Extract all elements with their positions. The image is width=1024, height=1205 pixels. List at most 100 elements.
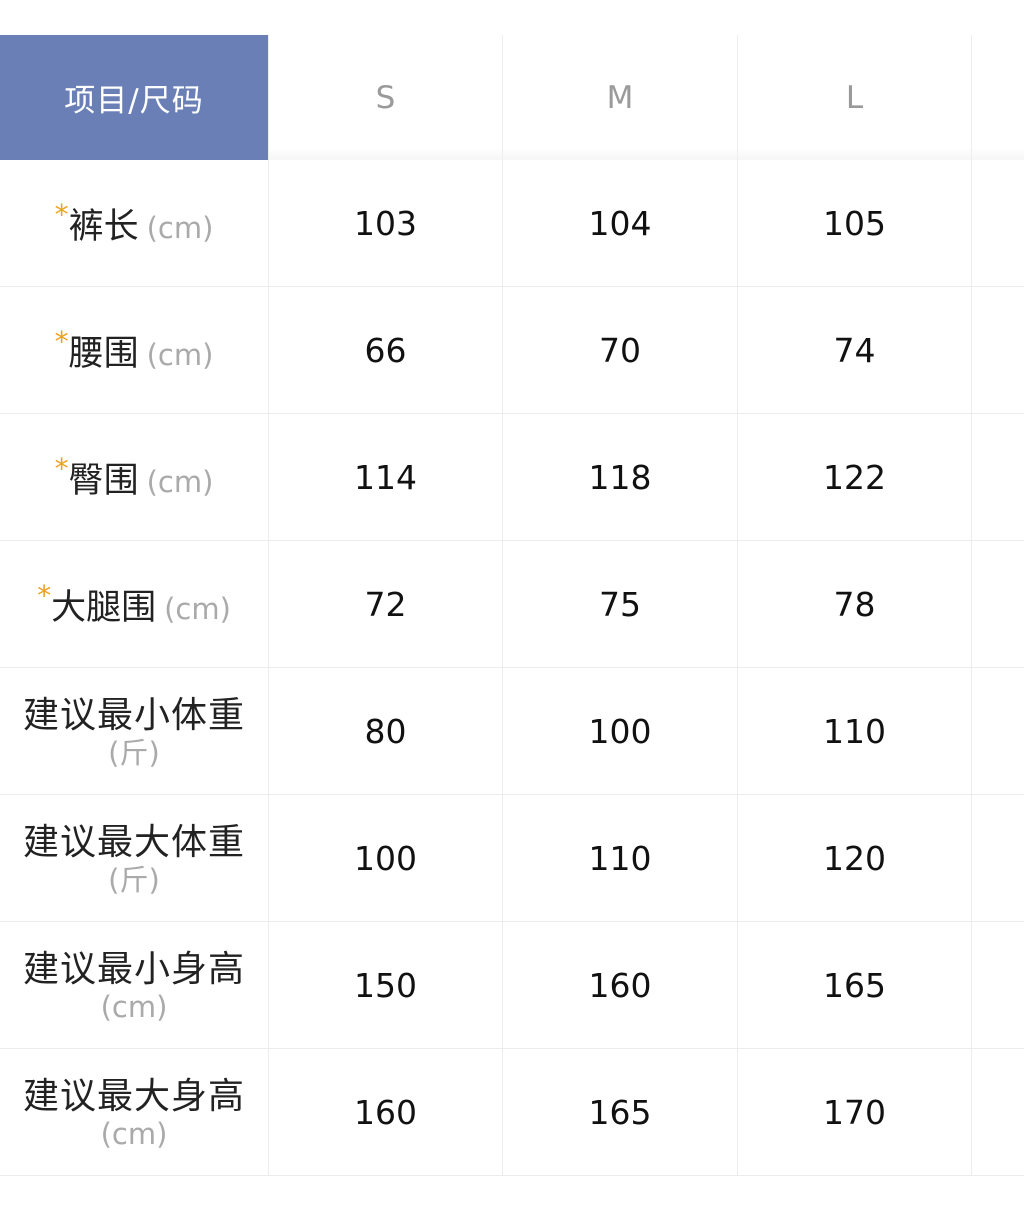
value-cell-s: 66 (269, 287, 503, 413)
row-label-cell: 建议最小体重 (斤) (0, 668, 269, 794)
measurement-value: 75 (599, 584, 641, 624)
value-cell-s: 80 (269, 668, 503, 794)
value-cell-s: 150 (269, 922, 503, 1048)
header-size-l: L (738, 35, 972, 160)
measurement-value: 100 (354, 838, 417, 878)
overflow-cell (972, 922, 1024, 1048)
value-cell-l: 170 (738, 1049, 972, 1175)
row-label-cell: 建议最大体重 (斤) (0, 795, 269, 921)
size-label: S (375, 79, 396, 116)
value-cell-l: 120 (738, 795, 972, 921)
size-label: M (606, 79, 634, 116)
row-label-cell: 建议最大身高 (cm) (0, 1049, 269, 1175)
header-overflow-cell (972, 35, 1024, 160)
header-corner-label: 项目/尺码 (64, 83, 204, 119)
value-cell-s: 114 (269, 414, 503, 540)
measurement-value: 105 (823, 203, 886, 243)
table-row: 建议最小体重 (斤) 80 100 110 (0, 668, 1024, 795)
measurement-value: 110 (588, 838, 652, 878)
measurement-value: 160 (354, 1092, 417, 1132)
value-cell-s: 100 (269, 795, 503, 921)
value-cell-l: 105 (738, 160, 972, 286)
measurement-value: 78 (833, 584, 876, 624)
table-row: 建议最小身高 (cm) 150 160 165 (0, 922, 1024, 1049)
value-cell-l: 165 (738, 922, 972, 1048)
size-chart-table: 项目/尺码 S M L *裤长 (cm) 103 104 105 *腰围 (cm) 66 70 7… (0, 35, 1024, 1176)
overflow-cell (972, 414, 1024, 540)
row-label-cell: *腰围 (cm) (0, 287, 269, 413)
row-label: 建议最小体重 (22, 695, 245, 736)
overflow-cell (972, 287, 1024, 413)
measurement-value: 103 (354, 203, 417, 243)
measurement-value: 118 (588, 457, 652, 497)
row-unit: (斤) (108, 736, 160, 770)
value-cell-m: 100 (503, 668, 738, 794)
required-asterisk: * (37, 578, 52, 612)
header-corner-cell: 项目/尺码 (0, 35, 269, 160)
measurement-value: 104 (588, 203, 652, 243)
row-label: 大腿围 (51, 587, 157, 628)
row-unit: (cm) (146, 464, 214, 499)
header-size-m: M (503, 35, 738, 160)
value-cell-m: 118 (503, 414, 738, 540)
row-unit: (斤) (108, 863, 160, 897)
overflow-cell (972, 160, 1024, 286)
measurement-value: 114 (354, 457, 417, 497)
value-cell-l: 122 (738, 414, 972, 540)
value-cell-m: 110 (503, 795, 738, 921)
value-cell-s: 103 (269, 160, 503, 286)
value-cell-l: 78 (738, 541, 972, 667)
required-asterisk: * (54, 324, 69, 358)
value-cell-s: 72 (269, 541, 503, 667)
value-cell-m: 165 (503, 1049, 738, 1175)
measurement-value: 110 (823, 711, 886, 751)
required-asterisk: * (54, 451, 69, 485)
row-label-cell: *裤长 (cm) (0, 160, 269, 286)
row-label-cell: 建议最小身高 (cm) (0, 922, 269, 1048)
row-label-line: *臀围 (cm) (55, 452, 214, 503)
value-cell-l: 110 (738, 668, 972, 794)
measurement-value: 80 (364, 711, 407, 751)
overflow-cell (972, 668, 1024, 794)
measurement-value: 122 (823, 457, 886, 497)
measurement-value: 165 (823, 965, 886, 1005)
row-label-cell: *大腿围 (cm) (0, 541, 269, 667)
row-label: 臀围 (68, 460, 139, 501)
required-asterisk: * (54, 197, 69, 231)
header-size-s: S (269, 35, 503, 160)
table-row: 建议最大体重 (斤) 100 110 120 (0, 795, 1024, 922)
row-label: 建议最小身高 (22, 949, 245, 990)
measurement-value: 66 (364, 330, 407, 370)
row-unit: (cm) (100, 990, 168, 1024)
measurement-value: 72 (364, 584, 407, 624)
measurement-value: 70 (599, 330, 641, 370)
row-label-line: *大腿围 (cm) (37, 579, 231, 630)
row-unit: (cm) (100, 1117, 168, 1151)
table-row: *大腿围 (cm) 72 75 78 (0, 541, 1024, 668)
measurement-value: 165 (588, 1092, 652, 1132)
row-label-line: *裤长 (cm) (55, 198, 214, 249)
row-label: 建议最大体重 (22, 822, 245, 863)
value-cell-m: 160 (503, 922, 738, 1048)
value-cell-s: 160 (269, 1049, 503, 1175)
row-unit: (cm) (164, 591, 231, 626)
value-cell-l: 74 (738, 287, 972, 413)
value-cell-m: 75 (503, 541, 738, 667)
row-label-cell: *臀围 (cm) (0, 414, 269, 540)
table-row: *腰围 (cm) 66 70 74 (0, 287, 1024, 414)
measurement-value: 170 (823, 1092, 886, 1132)
header-row: 项目/尺码 S M L (0, 35, 1024, 160)
row-label: 建议最大身高 (22, 1076, 245, 1117)
measurement-value: 120 (823, 838, 886, 878)
row-unit: (cm) (146, 210, 214, 245)
measurement-value: 160 (588, 965, 652, 1005)
size-label: L (845, 79, 864, 116)
measurement-value: 100 (588, 711, 652, 751)
row-label: 腰围 (68, 333, 139, 374)
overflow-cell (972, 541, 1024, 667)
table-row: 建议最大身高 (cm) 160 165 170 (0, 1049, 1024, 1176)
overflow-cell (972, 795, 1024, 921)
table-row: *臀围 (cm) 114 118 122 (0, 414, 1024, 541)
table-row: *裤长 (cm) 103 104 105 (0, 160, 1024, 287)
row-unit: (cm) (146, 337, 214, 372)
